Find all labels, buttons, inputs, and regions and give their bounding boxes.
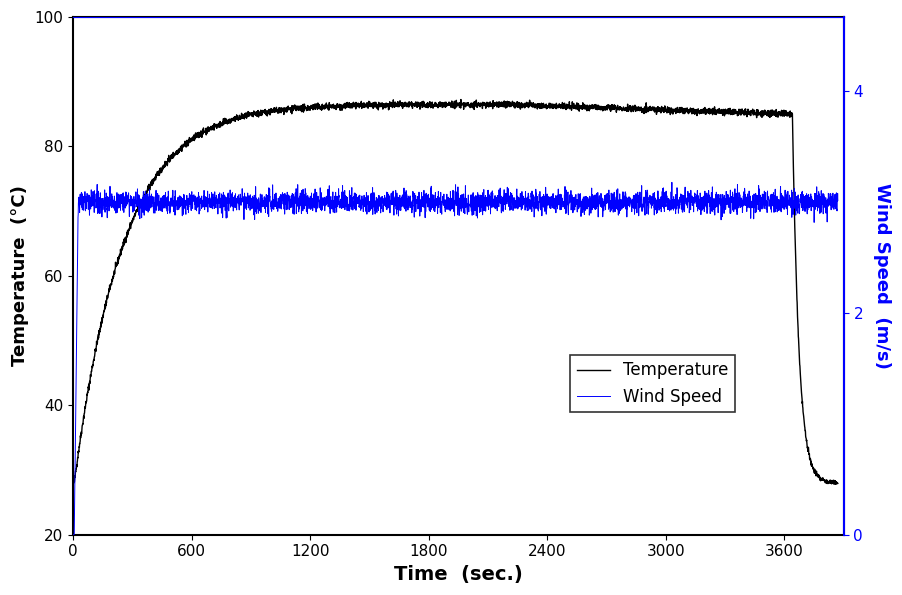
Temperature bbox=[561, 101, 572, 108]
Temperature bbox=[318, 105, 329, 112]
Wind Speed bbox=[635, 189, 646, 196]
Temperature bbox=[89, 351, 100, 358]
Temperature bbox=[68, 480, 78, 487]
Wind Speed bbox=[68, 531, 78, 538]
Wind Speed bbox=[561, 209, 572, 217]
Temperature bbox=[635, 106, 646, 113]
Wind Speed bbox=[89, 201, 100, 208]
Y-axis label: Wind Speed  (m/s): Wind Speed (m/s) bbox=[873, 183, 891, 369]
Temperature bbox=[746, 108, 757, 115]
Line: Wind Speed: Wind Speed bbox=[73, 182, 838, 535]
Legend: Temperature, Wind Speed: Temperature, Wind Speed bbox=[570, 355, 735, 412]
Y-axis label: Temperature  (°C): Temperature (°C) bbox=[11, 186, 29, 367]
Line: Temperature: Temperature bbox=[73, 99, 838, 484]
Wind Speed bbox=[318, 194, 329, 201]
X-axis label: Time  (sec.): Time (sec.) bbox=[394, 565, 523, 584]
Wind Speed bbox=[833, 197, 843, 204]
Wind Speed bbox=[667, 178, 677, 186]
Wind Speed bbox=[170, 187, 180, 194]
Temperature bbox=[170, 150, 180, 157]
Wind Speed bbox=[746, 198, 757, 205]
Temperature bbox=[831, 481, 842, 488]
Temperature bbox=[833, 480, 843, 487]
Temperature bbox=[456, 96, 466, 103]
